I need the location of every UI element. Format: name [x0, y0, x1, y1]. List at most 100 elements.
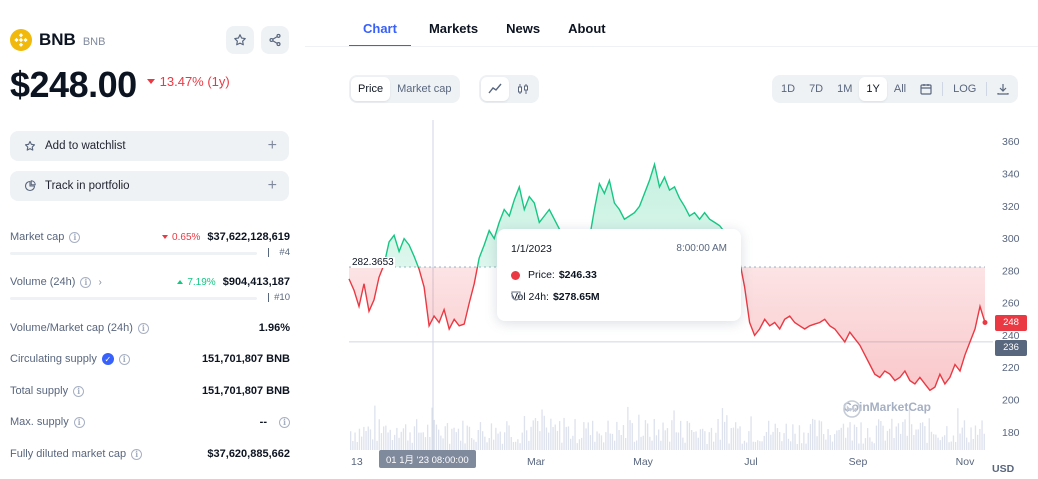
- volume-bar: [548, 432, 550, 450]
- chevron-right-icon[interactable]: ›: [98, 276, 102, 288]
- volume-bar: [884, 440, 886, 450]
- download-icon: [997, 84, 1009, 95]
- star-icon: [24, 140, 36, 151]
- tooltip-volume-row: Vol 24h: $278.65M: [511, 291, 600, 303]
- info-icon[interactable]: i: [279, 416, 290, 428]
- caret-down-icon: [146, 78, 155, 84]
- volume-bar: [732, 427, 735, 450]
- bnb-logo-icon: [10, 29, 32, 51]
- volume-bar: [680, 420, 682, 450]
- progress-track: [10, 252, 257, 255]
- volume-bar: [926, 442, 928, 450]
- market-cap-option[interactable]: Market cap: [397, 83, 452, 95]
- volume-bar: [669, 441, 671, 450]
- stat-value: 1.96%: [258, 322, 290, 334]
- volume-bar: [662, 422, 664, 450]
- share-icon: [269, 33, 281, 47]
- download-button[interactable]: [990, 77, 1016, 101]
- range-1m[interactable]: 1M: [837, 83, 853, 95]
- stat-total-supply: Total supply i 151,701,807 BNB: [10, 382, 290, 400]
- volume-bar: [735, 422, 737, 450]
- volume-bar: [545, 427, 548, 450]
- time-range-toggle: 1D 7D 1M 1Y All LOG: [772, 75, 1019, 103]
- coinmarketcap-watermark: CoinMarketCap: [843, 400, 932, 418]
- volume-bar: [600, 435, 603, 450]
- volume-bar: [882, 425, 884, 450]
- info-icon[interactable]: i: [118, 353, 130, 365]
- volume-bar: [633, 441, 636, 450]
- volume-bar: [358, 428, 361, 450]
- volume-bar: [629, 420, 631, 450]
- volume-bar: [460, 440, 462, 450]
- volume-bar: [675, 432, 677, 450]
- candlestick-option[interactable]: [509, 77, 537, 101]
- volume-bar: [895, 426, 897, 450]
- x-tick-label: 13: [351, 456, 363, 468]
- volume-bar: [686, 421, 688, 450]
- separator: [986, 82, 988, 96]
- verified-icon: ✓: [101, 353, 114, 365]
- log-scale-button[interactable]: LOG: [953, 83, 977, 95]
- price-change-badge: 13.47% (1y): [146, 74, 230, 89]
- calendar-button[interactable]: [913, 77, 939, 101]
- volume-bar: [369, 429, 372, 450]
- info-icon[interactable]: i: [73, 416, 85, 428]
- volume-bar: [825, 439, 827, 450]
- volume-bar: [587, 422, 589, 450]
- volume-bar: [477, 430, 479, 450]
- volume-bar: [719, 439, 721, 450]
- info-icon[interactable]: i: [131, 448, 143, 460]
- range-all[interactable]: All: [893, 83, 907, 95]
- track-portfolio-button[interactable]: Track in portfolio +: [10, 171, 289, 201]
- volume-bar: [501, 443, 504, 450]
- volume-bar: [688, 422, 691, 450]
- volume-bar: [908, 408, 911, 450]
- volume-bar: [937, 437, 939, 450]
- stat-change-value: 0.65%: [172, 231, 201, 243]
- range-1y[interactable]: 1Y: [859, 77, 887, 101]
- watchlist-label: Add to watchlist: [45, 140, 126, 152]
- volume-bar: [638, 414, 640, 450]
- info-icon[interactable]: i: [73, 385, 85, 397]
- info-icon[interactable]: i: [69, 231, 81, 243]
- volume-bar: [761, 441, 763, 450]
- star-button[interactable]: [226, 26, 254, 54]
- volume-bar: [759, 441, 761, 450]
- tab-about[interactable]: About: [568, 21, 606, 36]
- volume-bar: [361, 436, 363, 450]
- info-icon[interactable]: i: [80, 276, 92, 288]
- info-icon[interactable]: i: [137, 322, 149, 334]
- volume-bar: [616, 421, 618, 450]
- volume-bar: [438, 429, 440, 450]
- volume-bar: [699, 429, 702, 450]
- add-to-watchlist-button[interactable]: Add to watchlist +: [10, 131, 289, 161]
- price-option[interactable]: Price: [351, 77, 391, 101]
- volume-bar: [539, 431, 541, 450]
- tab-markets[interactable]: Markets: [428, 21, 479, 36]
- volume-bar: [922, 422, 924, 450]
- price-chart[interactable]: 360 340 320 300 280 260 240 220 200 180 USD 13 Mar Ma…: [305, 120, 1038, 479]
- volume-bar: [812, 418, 814, 450]
- volume-bar: [583, 422, 585, 450]
- tab-chart[interactable]: Chart: [349, 21, 411, 47]
- line-chart-icon: [488, 83, 502, 94]
- plus-icon: +: [267, 177, 277, 194]
- volume-bar: [904, 419, 906, 450]
- volume-bar: [959, 433, 961, 450]
- pie-chart-icon: [24, 180, 36, 192]
- y-tick-label: 340: [1002, 169, 1020, 181]
- tab-news[interactable]: News: [506, 21, 541, 36]
- stat-change: 7.19%: [177, 277, 216, 288]
- watermark-text: CoinMarketCap: [843, 400, 932, 414]
- stat-volume-market-cap: Volume/Market cap (24h) i 1.96%: [10, 319, 290, 337]
- volume-icon: [511, 291, 521, 301]
- volume-bar: [820, 421, 823, 450]
- range-7d[interactable]: 7D: [809, 83, 824, 95]
- volume-bar: [462, 420, 464, 450]
- volume-bar: [814, 419, 816, 450]
- stat-volume: Volume (24h) i › 7.19% $904,413,187: [10, 273, 290, 291]
- share-button[interactable]: [261, 26, 289, 54]
- volume-bar: [900, 433, 902, 450]
- line-chart-option[interactable]: [481, 77, 509, 101]
- range-1d[interactable]: 1D: [781, 83, 796, 95]
